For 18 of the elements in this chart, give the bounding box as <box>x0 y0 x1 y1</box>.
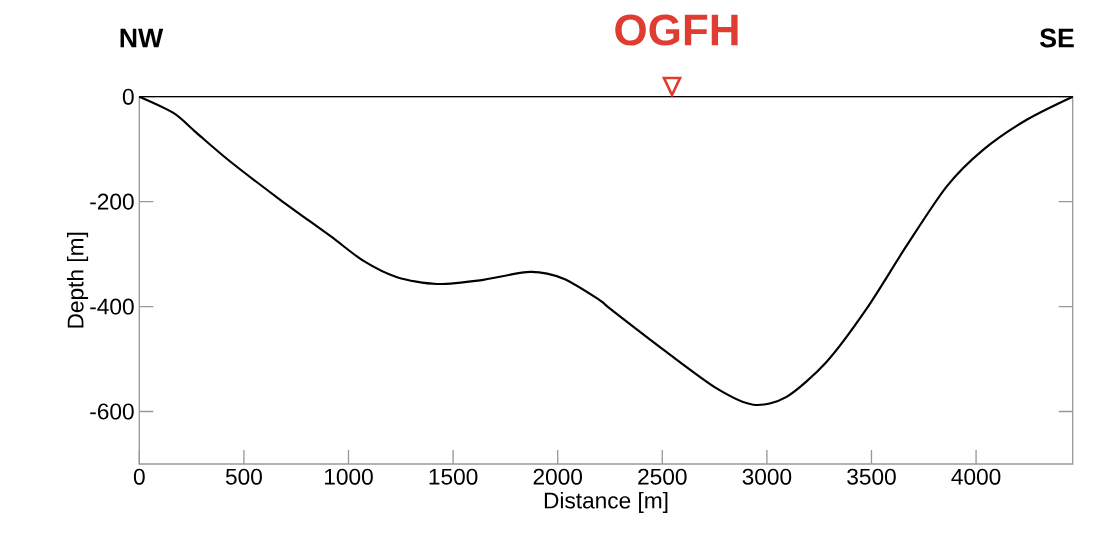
y-tick-label: -600 <box>90 403 134 420</box>
text: NW <box>120 28 164 48</box>
x-axis-title: Distance [m] <box>544 491 668 514</box>
x-tick-label: 500 <box>225 468 262 485</box>
x-tick-label: 3000 <box>742 468 792 485</box>
text: SE <box>1039 28 1074 48</box>
x-tick-label: 1500 <box>429 468 478 485</box>
x-tick-label: 1000 <box>325 468 373 485</box>
x-tick-label: 4000 <box>951 468 1001 485</box>
text: OGFH <box>615 14 738 46</box>
y-axis-title: Depth [m] <box>66 232 89 328</box>
x-tick-label: 0 <box>133 468 145 485</box>
x-tick-label: 2500 <box>638 468 687 485</box>
y-tick-label: -200 <box>90 193 134 210</box>
y-tick-label: 0 <box>122 88 134 105</box>
x-tick-label: 3500 <box>847 468 896 485</box>
x-tick-label: 2000 <box>533 468 583 485</box>
y-tick-label: -400 <box>90 298 134 315</box>
